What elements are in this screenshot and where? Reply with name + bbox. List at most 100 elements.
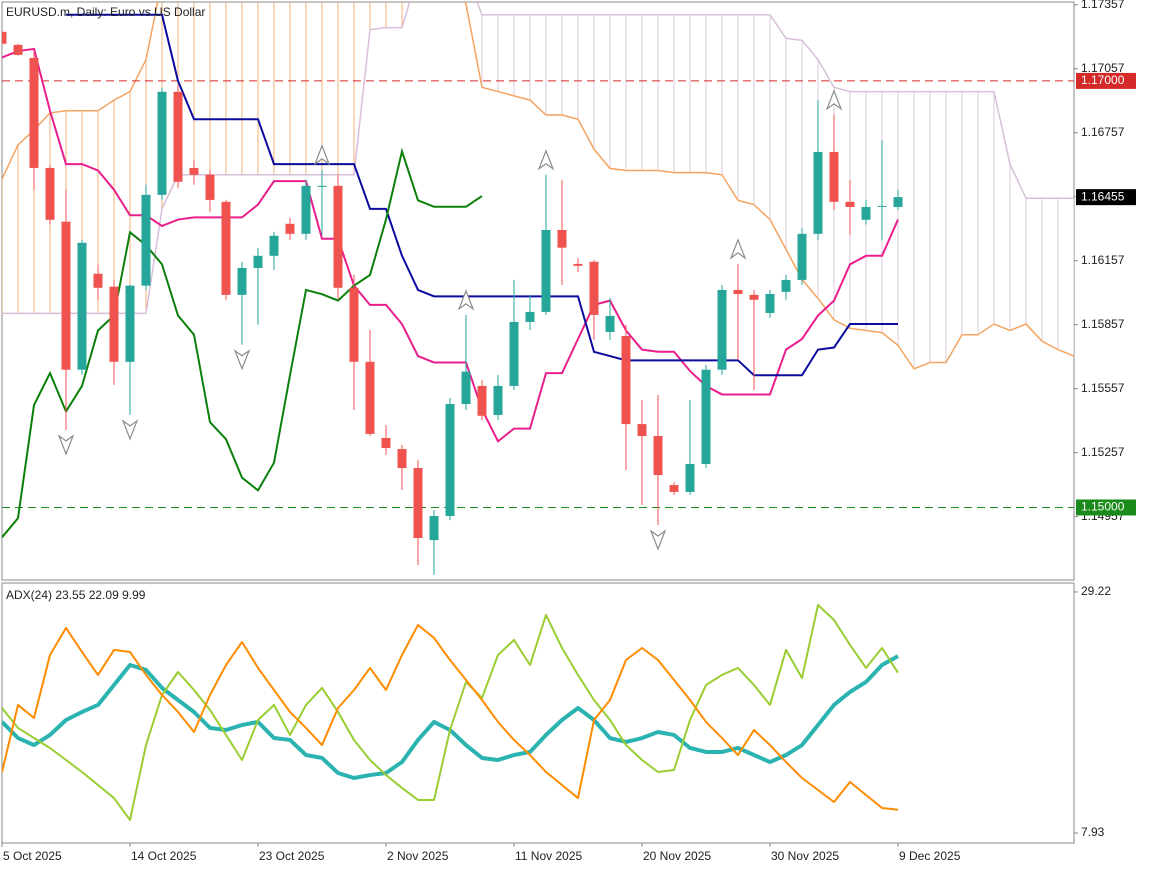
candle-body xyxy=(429,516,439,541)
fractal-down xyxy=(649,529,667,551)
candle-body xyxy=(61,221,71,370)
fractal-up xyxy=(313,144,331,166)
candle-body xyxy=(13,44,23,55)
adx-line xyxy=(2,603,899,822)
candle-body xyxy=(573,263,583,266)
x-tick-label: 5 Oct 2025 xyxy=(3,849,62,863)
candle-body xyxy=(813,151,823,234)
level-label-bg xyxy=(1076,72,1136,89)
x-tick-label: 14 Oct 2025 xyxy=(131,849,197,863)
fractal-up xyxy=(537,149,555,171)
axes: 1.173571.170571.167571.164571.161571.158… xyxy=(1,0,1136,863)
candle-body xyxy=(765,293,775,313)
adx-line xyxy=(2,624,899,811)
y-tick-label: 7.93 xyxy=(1081,825,1105,839)
candle-body xyxy=(109,286,119,362)
indicator-line xyxy=(2,147,483,538)
candle-body xyxy=(253,255,263,268)
candle-body xyxy=(525,311,535,322)
candle-body xyxy=(733,289,743,294)
fractal-up xyxy=(729,238,747,260)
candle-body xyxy=(653,436,663,476)
candle-body xyxy=(893,197,903,207)
candle-body xyxy=(749,294,759,300)
candle-body xyxy=(29,57,39,168)
cloud-span-line xyxy=(2,2,1074,370)
fractal-up xyxy=(457,289,475,311)
x-tick-label: 20 Nov 2025 xyxy=(643,849,711,863)
x-tick-label: 2 Nov 2025 xyxy=(387,849,449,863)
y-tick-label: 1.16757 xyxy=(1081,125,1125,139)
adx-label: ADX(24) 23.55 22.09 9.99 xyxy=(6,588,146,602)
indicator-line xyxy=(2,47,899,443)
fractal-up xyxy=(825,89,843,111)
candle-body xyxy=(365,361,375,434)
y-tick-label: 29.22 xyxy=(1081,584,1111,598)
candle-body xyxy=(541,230,551,312)
candle-body xyxy=(93,273,103,288)
adx-plot xyxy=(2,603,899,822)
fractal-down xyxy=(57,434,75,456)
candle-body xyxy=(2,31,7,44)
candle-body xyxy=(349,287,359,362)
candle-body xyxy=(829,151,839,202)
candle-body xyxy=(141,194,151,286)
candle-body xyxy=(509,321,519,386)
candle-body xyxy=(877,205,887,207)
adx-panel-frame xyxy=(1,582,1075,844)
candle-body xyxy=(669,485,679,492)
candle-body xyxy=(797,233,807,280)
candle-body xyxy=(189,167,199,175)
level-label-bg xyxy=(1076,499,1136,516)
y-tick-label: 1.15857 xyxy=(1081,317,1125,331)
candle-body xyxy=(301,185,311,234)
candle-body xyxy=(221,201,231,295)
y-tick-label: 1.15557 xyxy=(1081,381,1125,395)
last-price-label: 1.16455 xyxy=(1081,189,1125,203)
level-label: 1.17000 xyxy=(1081,73,1125,87)
candle-body xyxy=(317,185,327,187)
level-label: 1.15000 xyxy=(1081,500,1125,514)
candle-body xyxy=(237,267,247,295)
candle-body xyxy=(45,167,55,220)
fractal-down xyxy=(233,349,251,371)
candle-body xyxy=(685,463,695,492)
candle-body xyxy=(701,369,711,464)
candle-body xyxy=(589,261,599,315)
candle-body xyxy=(477,385,487,416)
y-tick-label: 1.17357 xyxy=(1081,0,1125,11)
candle-body xyxy=(605,315,615,332)
candle-body xyxy=(157,91,167,195)
candle-body xyxy=(269,235,279,256)
candle-body xyxy=(637,424,647,437)
candle-body xyxy=(285,223,295,234)
candle-body xyxy=(125,285,135,362)
y-tick-label: 1.17057 xyxy=(1081,61,1125,75)
candle-body xyxy=(333,185,343,288)
candle-body xyxy=(845,201,855,207)
last-price-bg xyxy=(1076,189,1136,206)
main-plot xyxy=(2,2,1074,580)
candle-body xyxy=(205,174,215,200)
indicator-line xyxy=(66,13,898,377)
candle-body xyxy=(861,206,871,220)
x-tick-label: 9 Dec 2025 xyxy=(899,849,961,863)
y-tick-label: 1.16157 xyxy=(1081,253,1125,267)
candle-body xyxy=(621,336,631,425)
candle-body xyxy=(77,242,87,370)
candle-body xyxy=(413,468,423,538)
candle-body xyxy=(717,289,727,370)
candle-body xyxy=(381,437,391,448)
candle-body xyxy=(397,449,407,469)
x-tick-label: 23 Oct 2025 xyxy=(259,849,325,863)
candle-body xyxy=(781,279,791,292)
candle-body xyxy=(461,371,471,405)
y-tick-label: 1.15257 xyxy=(1081,445,1125,459)
candle-body xyxy=(173,91,183,182)
candle-body xyxy=(493,385,503,415)
candle-body xyxy=(557,230,567,248)
fractal-down xyxy=(121,419,139,441)
candle-body xyxy=(445,404,455,517)
